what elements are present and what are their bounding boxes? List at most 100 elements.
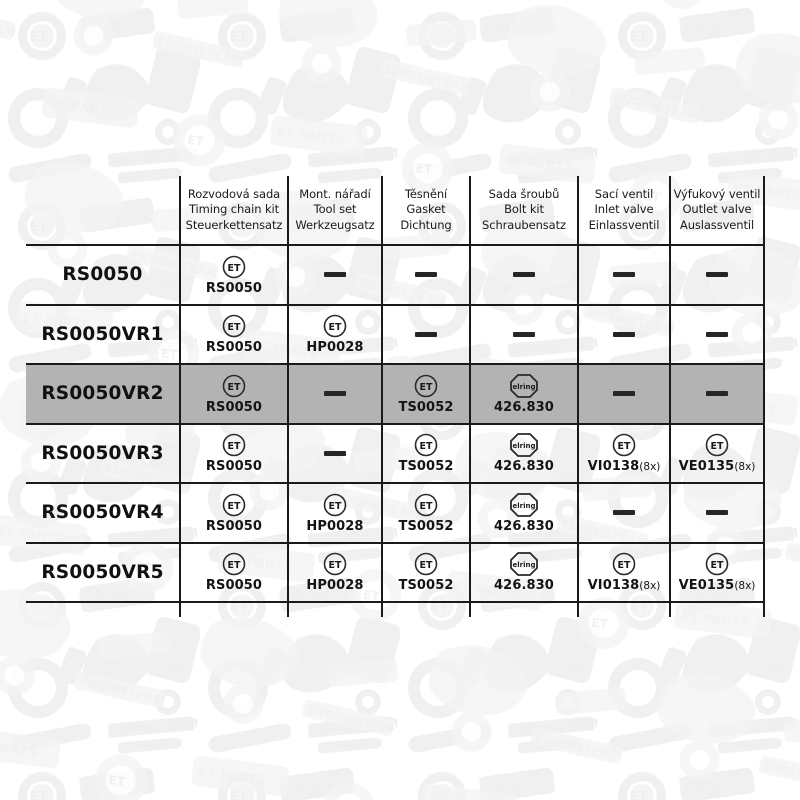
header-line-de: Auslassventil bbox=[679, 217, 755, 232]
et-logo-icon: ET bbox=[413, 551, 439, 577]
part-number-value: RS0050 bbox=[205, 578, 263, 594]
cell-tool-set: ET HP0028 bbox=[287, 303, 382, 364]
part-number-value: 426.830 bbox=[494, 459, 554, 475]
header-line-en: Timing chain kit bbox=[188, 202, 280, 217]
part-quantity: (8x) bbox=[734, 580, 756, 593]
cell-content: ET VE0135(8x) bbox=[671, 544, 763, 602]
part-number: VE0135(8x) bbox=[679, 459, 756, 474]
part-number-value: VI0138 bbox=[587, 578, 640, 594]
cell-bolt-kit: elring 426.830 bbox=[469, 541, 578, 602]
row-label-rs0050vr3: RS0050VR3 bbox=[26, 422, 180, 483]
cell-content bbox=[671, 365, 763, 423]
part-number-value: VE0135 bbox=[678, 459, 735, 475]
part-number: 426.830 bbox=[494, 578, 554, 593]
svg-text:ET: ET bbox=[618, 560, 631, 571]
part-number-value: VI0138 bbox=[587, 459, 640, 475]
et-logo-icon: ET bbox=[322, 492, 348, 518]
cell-tool-set bbox=[287, 422, 382, 483]
part-number-value: 426.830 bbox=[494, 518, 554, 534]
part-number: TS0052 bbox=[398, 519, 453, 534]
not-available-dash-icon bbox=[613, 391, 635, 397]
et-logo-icon: ET bbox=[611, 432, 637, 458]
svg-text:ET: ET bbox=[228, 382, 241, 393]
et-logo-icon: ET bbox=[221, 551, 247, 577]
cell-tool-set: ET HP0028 bbox=[287, 482, 382, 543]
cell-content bbox=[471, 306, 577, 364]
cell-inlet-valve bbox=[577, 303, 670, 364]
bottom-stub-segment bbox=[287, 603, 382, 617]
cell-content: ET RS0050 bbox=[181, 246, 287, 304]
table-row[interactable]: RS0050VR1 ET RS0050 ET HP0028 bbox=[26, 303, 765, 364]
svg-text:ET: ET bbox=[711, 441, 724, 452]
et-logo-icon: ET bbox=[413, 492, 439, 518]
table-row[interactable]: RS0050VR3 ET RS0050 ET TS0052 elring 426… bbox=[26, 422, 765, 483]
part-number-value: HP0028 bbox=[306, 518, 364, 534]
part-number: HP0028 bbox=[306, 578, 363, 593]
cell-outlet-valve: ET VE0135(8x) bbox=[669, 422, 765, 483]
cell-content bbox=[671, 306, 763, 364]
table-row[interactable]: RS0050 ET RS0050 bbox=[26, 244, 765, 305]
svg-text:ET: ET bbox=[329, 501, 342, 512]
not-available-dash-icon bbox=[513, 331, 535, 337]
part-number-value: 426.830 bbox=[494, 578, 554, 594]
cell-content: ET RS0050 bbox=[181, 365, 287, 423]
row-label-rs0050vr1: RS0050VR1 bbox=[26, 303, 180, 364]
cell-content bbox=[289, 365, 381, 423]
et-logo-icon: ET bbox=[221, 432, 247, 458]
header-cell-bolt-kit: Sada šroubů Bolt kit Schraubensatz bbox=[469, 176, 578, 245]
not-available-dash-icon bbox=[706, 272, 728, 278]
part-number-value: RS0050 bbox=[205, 518, 263, 534]
svg-text:elring: elring bbox=[513, 442, 536, 450]
header-line-de: Werkzeugsatz bbox=[295, 217, 375, 232]
table-row[interactable]: RS0050VR2 ET RS0050 ET TS0052 elring 426… bbox=[26, 363, 765, 424]
svg-text:ET: ET bbox=[711, 560, 724, 571]
cell-content bbox=[289, 246, 381, 304]
part-number-value: RS0050 bbox=[205, 399, 263, 415]
part-number: 426.830 bbox=[494, 459, 554, 474]
cell-bolt-kit bbox=[469, 244, 578, 305]
part-number: HP0028 bbox=[306, 340, 363, 355]
svg-text:ET: ET bbox=[228, 322, 241, 333]
cell-content: ET TS0052 bbox=[383, 544, 469, 602]
cell-content bbox=[671, 246, 763, 304]
part-number-value: VE0135 bbox=[678, 578, 735, 594]
not-available-dash-icon bbox=[513, 272, 535, 278]
svg-text:elring: elring bbox=[513, 502, 536, 510]
cell-timing-chain-kit: ET RS0050 bbox=[179, 482, 288, 543]
part-quantity: (8x) bbox=[639, 580, 661, 593]
header-line-en: Outlet valve bbox=[682, 202, 752, 217]
header-line-de: Einlassventil bbox=[588, 217, 660, 232]
compatibility-table-container: Rozvodová sada Timing chain kit Steuerke… bbox=[26, 176, 765, 617]
svg-text:ET: ET bbox=[329, 560, 342, 571]
header-cell-tool-set: Mont. nářadí Tool set Werkzeugsatz bbox=[287, 176, 382, 245]
svg-text:ET: ET bbox=[420, 441, 433, 452]
part-number-value: RS0050 bbox=[205, 280, 263, 296]
part-number: VI0138(8x) bbox=[588, 459, 661, 474]
table-row[interactable]: RS0050VR4 ET RS0050 ET HP0028 ET TS0052 … bbox=[26, 482, 765, 543]
part-number-value: HP0028 bbox=[306, 340, 364, 356]
not-available-dash-icon bbox=[706, 391, 728, 397]
et-logo-icon: ET bbox=[704, 551, 730, 577]
svg-text:ET: ET bbox=[618, 441, 631, 452]
header-line-cs: Rozvodová sada bbox=[187, 186, 281, 201]
part-number-value: 426.830 bbox=[494, 399, 554, 415]
svg-text:ET: ET bbox=[228, 501, 241, 512]
not-available-dash-icon bbox=[324, 450, 346, 456]
cell-content: elring 426.830 bbox=[471, 365, 577, 423]
cell-inlet-valve: ET VI0138(8x) bbox=[577, 541, 670, 602]
cell-timing-chain-kit: ET RS0050 bbox=[179, 303, 288, 364]
cell-tool-set bbox=[287, 363, 382, 424]
part-number: RS0050 bbox=[206, 281, 262, 296]
table-row[interactable]: RS0050VR5 ET RS0050 ET HP0028 ET TS0052 … bbox=[26, 541, 765, 602]
not-available-dash-icon bbox=[324, 391, 346, 397]
header-line-cs: Sací ventil bbox=[594, 186, 654, 201]
cell-content: ET HP0028 bbox=[289, 544, 381, 602]
cell-outlet-valve bbox=[669, 303, 765, 364]
cell-inlet-valve: ET VI0138(8x) bbox=[577, 422, 670, 483]
header-line-en: Gasket bbox=[406, 202, 446, 217]
cell-gasket: ET TS0052 bbox=[381, 482, 470, 543]
table-header-row: Rozvodová sada Timing chain kit Steuerke… bbox=[26, 176, 765, 245]
cell-bolt-kit bbox=[469, 303, 578, 364]
row-label-rs0050vr5: RS0050VR5 bbox=[26, 541, 180, 602]
cell-content bbox=[671, 484, 763, 542]
